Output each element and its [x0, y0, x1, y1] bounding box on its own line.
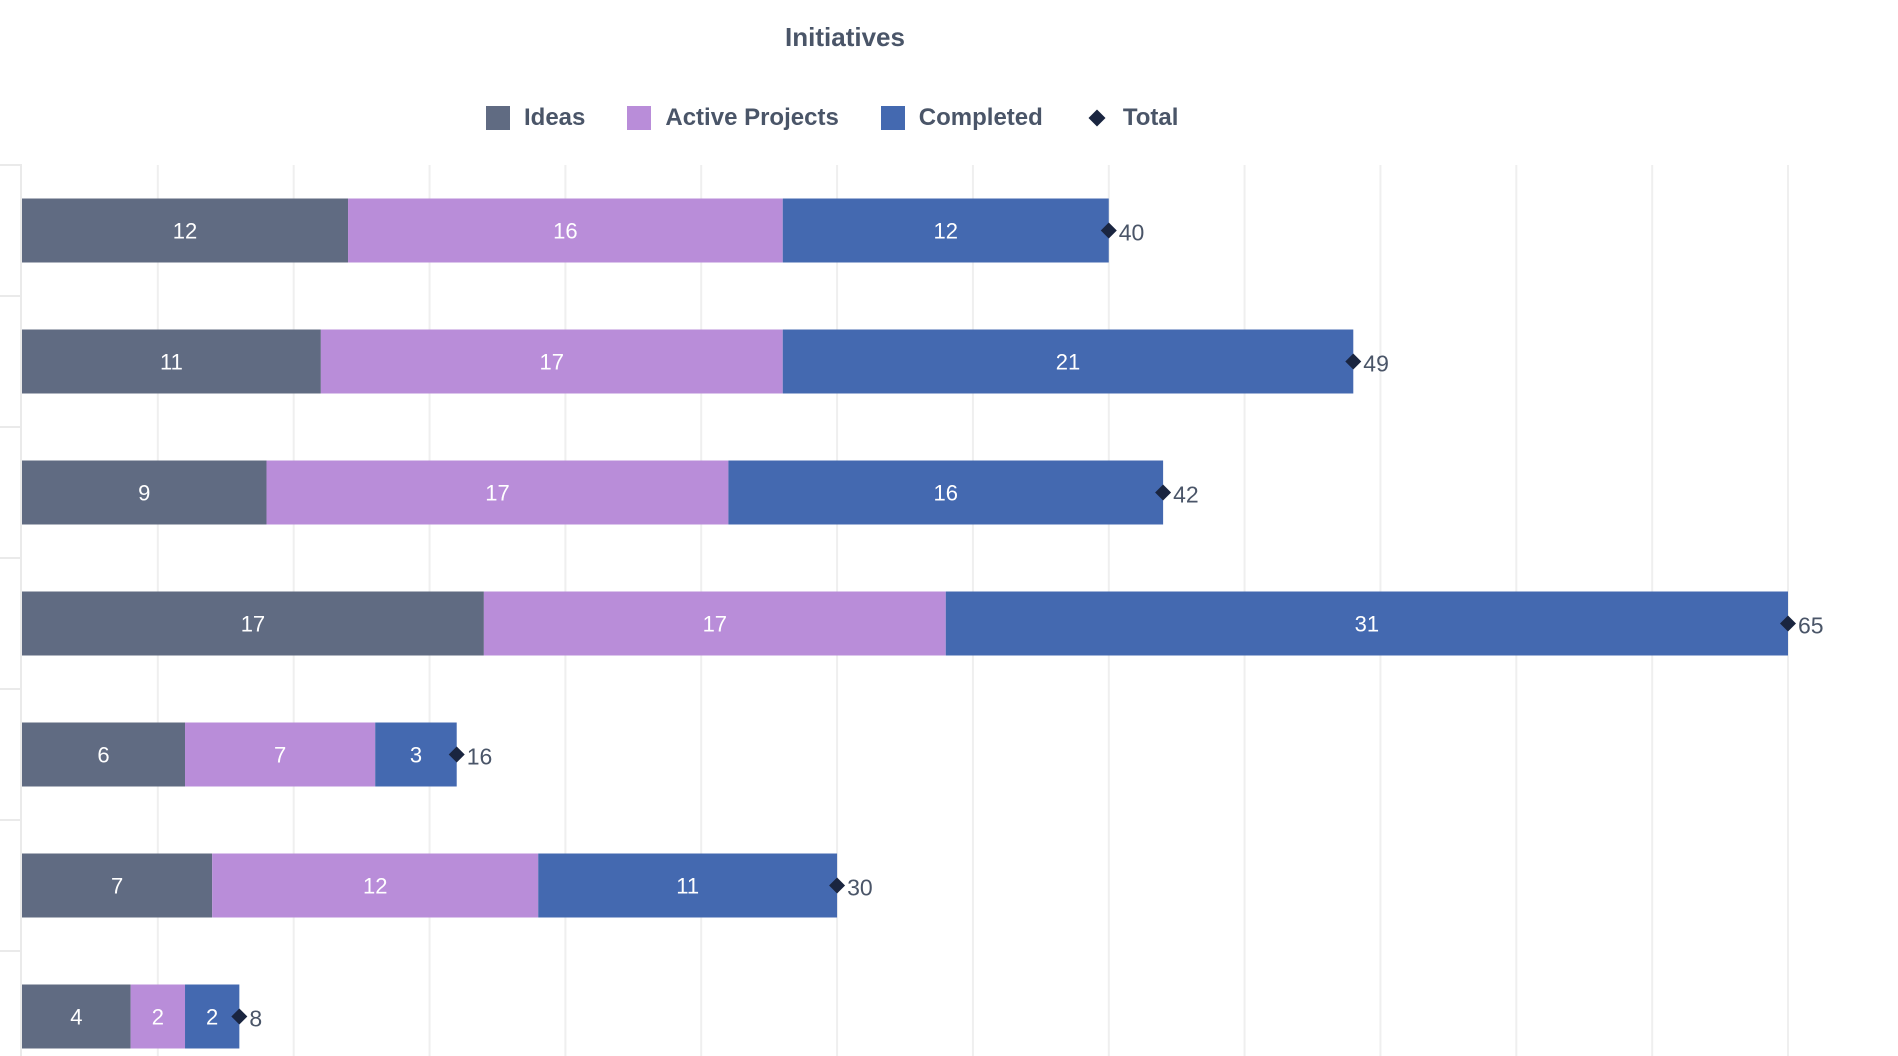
chart-title: Initiatives: [785, 22, 905, 52]
data-label: 12: [934, 219, 958, 244]
data-label: 7: [111, 874, 123, 899]
legend-item-active-projects[interactable]: Active Projects: [627, 104, 839, 132]
data-label: 3: [410, 743, 422, 768]
data-label: 7: [274, 743, 286, 768]
bar-segment: [728, 460, 1164, 525]
total-marker: [829, 877, 846, 894]
legend-swatch-completed: [880, 106, 905, 130]
legend-label: Ideas: [524, 104, 586, 131]
bar-segment: [538, 853, 838, 918]
bar-segment: [22, 460, 267, 525]
data-label: 12: [363, 874, 387, 899]
bar-segment: [782, 329, 1354, 394]
legend: Ideas Active Projects Completed Total: [486, 104, 1178, 132]
total-marker: [231, 1008, 248, 1025]
data-label: 17: [485, 481, 509, 506]
bar-segment: [22, 198, 349, 263]
total-marker: [1780, 615, 1796, 632]
bar-segment: [185, 984, 240, 1049]
bar-segment: [320, 329, 783, 394]
total-label: 8: [249, 1006, 262, 1032]
bar-segment: [22, 722, 186, 787]
data-label: 2: [152, 1005, 164, 1030]
data-label: 31: [1355, 612, 1379, 637]
data-label: 17: [241, 612, 265, 637]
bar-segment: [22, 853, 213, 918]
legend-label: Total: [1122, 104, 1179, 131]
total-marker: [448, 746, 465, 763]
total-label: 16: [467, 744, 493, 770]
data-label: 17: [540, 350, 564, 375]
legend-item-completed[interactable]: Completed: [880, 104, 1043, 132]
data-label: 16: [553, 219, 577, 244]
bar-segment: [348, 198, 783, 263]
total-marker: [1100, 222, 1117, 239]
data-label: 11: [676, 874, 699, 899]
bar-segment: [945, 591, 1788, 656]
bar-segment: [375, 722, 457, 787]
bar-segment: [130, 984, 186, 1049]
bar-segment: [782, 198, 1109, 263]
total-marker: [1155, 484, 1172, 501]
total-marker: [1345, 353, 1362, 370]
bar-segment: [22, 984, 131, 1049]
bar-segment: [483, 591, 946, 656]
data-label: 16: [934, 481, 958, 506]
bar-segment: [266, 460, 729, 525]
bar-segment: [22, 591, 484, 656]
data-label: 4: [70, 1005, 82, 1030]
bar-segment: [185, 722, 376, 787]
bar-segment: [22, 329, 321, 394]
data-label: 2: [206, 1005, 218, 1030]
data-label: 9: [138, 481, 150, 506]
data-label: 17: [703, 612, 727, 637]
data-label: 11: [160, 350, 183, 375]
total-label: 65: [1798, 613, 1824, 639]
legend-label: Active Projects: [665, 104, 839, 131]
legend-swatch-ideas: [486, 106, 510, 130]
data-label: 6: [97, 743, 109, 768]
total-label: 42: [1173, 482, 1199, 508]
total-label: 30: [847, 875, 873, 901]
legend-swatch-active-projects: [627, 106, 652, 130]
bar-segment: [212, 853, 539, 918]
legend-item-ideas[interactable]: Ideas: [486, 104, 585, 132]
total-label: 40: [1119, 220, 1145, 246]
total-label: 49: [1363, 351, 1389, 377]
legend-item-total[interactable]: Total: [1085, 104, 1179, 132]
data-label: 12: [173, 219, 197, 244]
legend-label: Completed: [918, 104, 1043, 131]
data-label: 21: [1056, 350, 1080, 375]
